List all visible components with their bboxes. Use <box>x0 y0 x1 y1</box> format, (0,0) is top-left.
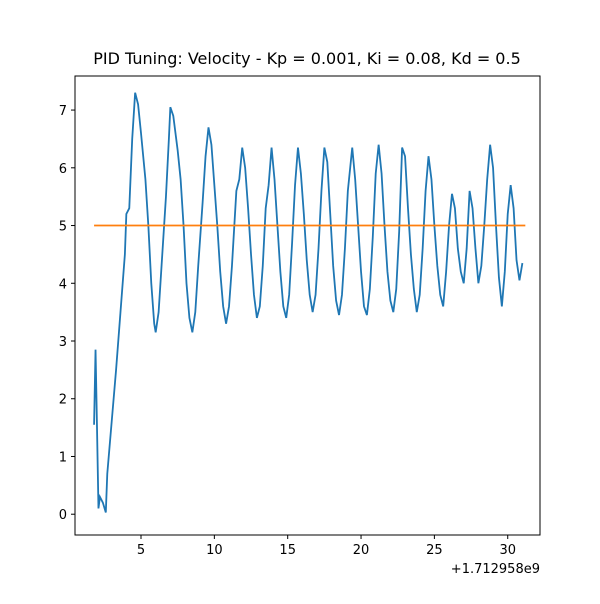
x-tick-label: 30 <box>499 543 516 558</box>
x-tick-label: 10 <box>206 543 223 558</box>
axes-frame <box>74 75 541 536</box>
y-tick-label: 4 <box>59 277 67 292</box>
y-tick-label: 0 <box>59 508 67 523</box>
line-series <box>93 92 524 513</box>
x-tick-label: 20 <box>353 543 370 558</box>
y-tick-label: 3 <box>59 335 67 350</box>
x-tick-label: 15 <box>279 543 296 558</box>
y-tick-label: 5 <box>59 220 67 235</box>
y-tick-label: 6 <box>59 162 67 177</box>
x-offset-label: +1.712958e9 <box>451 562 540 577</box>
chart-title: PID Tuning: Velocity - Kp = 0.001, Ki = … <box>93 49 521 68</box>
y-tick-label: 1 <box>59 450 67 465</box>
y-tick-label: 2 <box>59 393 67 408</box>
y-tick-label: 7 <box>59 104 67 119</box>
x-tick-label: 25 <box>426 543 443 558</box>
x-tick-label: 5 <box>137 543 145 558</box>
